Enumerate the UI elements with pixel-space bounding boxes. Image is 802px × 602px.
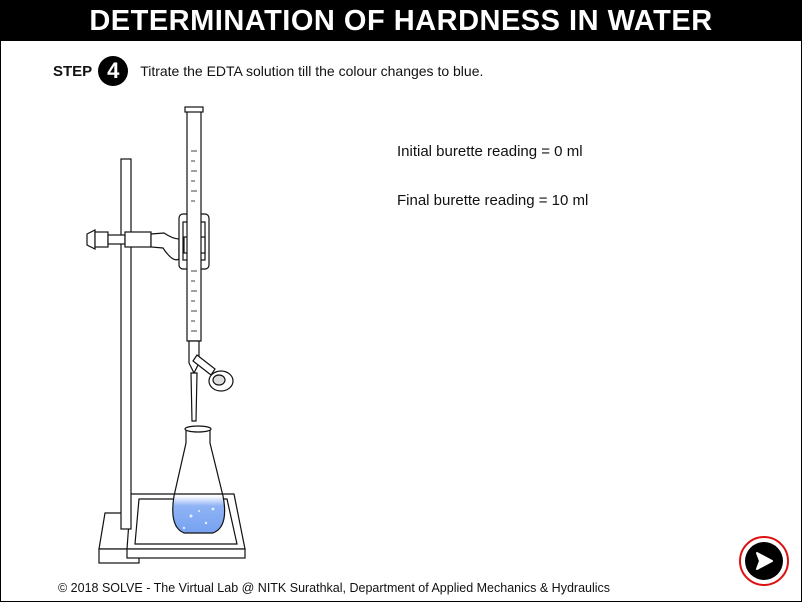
- footer-copyright: © 2018 SOLVE - The Virtual Lab @ NITK Su…: [58, 581, 611, 595]
- step-instruction: STEP 4 Titrate the EDTA solution till th…: [53, 56, 483, 86]
- burette: [184, 106, 234, 422]
- final-burette-reading: Final burette reading = 10 ml: [397, 192, 589, 209]
- titration-apparatus: [86, 106, 246, 564]
- next-button[interactable]: [739, 536, 789, 586]
- burette-graduations: [191, 150, 197, 332]
- initial-burette-reading: Initial burette reading = 0 ml: [397, 143, 583, 160]
- step-number-badge: 4: [98, 56, 129, 86]
- conical-flask: [172, 425, 226, 534]
- step-label: STEP: [53, 62, 93, 80]
- page-title: DETERMINATION OF HARDNESS IN WATER: [1, 1, 801, 41]
- step-text: Titrate the EDTA solution till the colou…: [140, 63, 484, 79]
- stand-rod: [120, 158, 132, 530]
- arrow-right-circle-icon: [745, 542, 783, 580]
